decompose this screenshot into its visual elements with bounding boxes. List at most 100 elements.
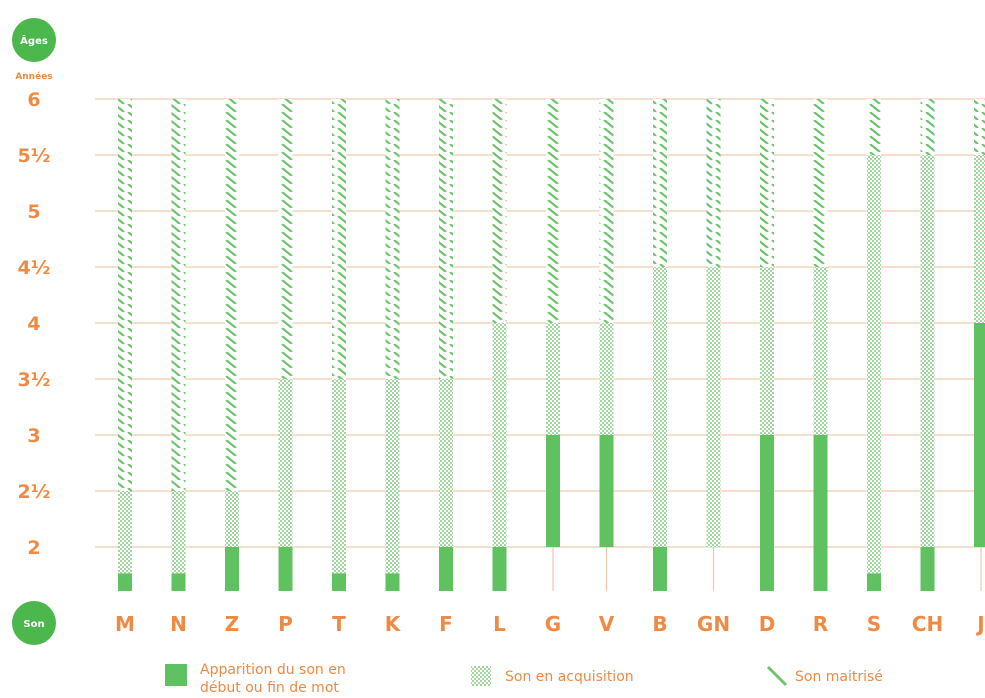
bar-acquisition-j bbox=[974, 155, 985, 323]
bar-acquisition-v bbox=[599, 323, 614, 435]
y-tick-label: 5 bbox=[27, 201, 40, 223]
legend-item-acquisition: Son en acquisition bbox=[471, 666, 634, 686]
y-tick-label: 5½ bbox=[18, 145, 51, 167]
bar-group-ch bbox=[920, 99, 935, 591]
legend-label-acquisition: Son en acquisition bbox=[505, 669, 634, 685]
x-tick-label-gn: GN bbox=[697, 612, 730, 636]
grid-lines bbox=[95, 98, 985, 548]
bar-maitrise-k bbox=[385, 99, 400, 379]
x-tick-label-s: S bbox=[867, 612, 881, 636]
bar-maitrise-j bbox=[974, 99, 985, 155]
bar-maitrise-r bbox=[813, 99, 828, 267]
bar-acquisition-k bbox=[385, 379, 400, 574]
x-tick-label-d: D bbox=[759, 612, 776, 636]
bar-acquisition-d bbox=[760, 267, 774, 435]
legend-label-maitrise: Son maitrisé bbox=[795, 669, 883, 685]
legend: Apparition du son en début ou fin de mot… bbox=[165, 662, 883, 696]
legend-swatch-apparition bbox=[165, 664, 187, 686]
bar-maitrise-d bbox=[760, 99, 774, 267]
bar-maitrise-m bbox=[118, 99, 132, 491]
bar-apparition-d bbox=[760, 435, 774, 591]
bar-apparition-b bbox=[653, 547, 667, 591]
legend-item-apparition: Apparition du son en début ou fin de mot bbox=[165, 662, 346, 696]
x-tick-label-j: J bbox=[975, 612, 984, 636]
bar-acquisition-b bbox=[653, 267, 667, 547]
x-tick-label-k: K bbox=[385, 612, 402, 636]
x-tick-label-f: F bbox=[439, 612, 453, 636]
bar-maitrise-gn bbox=[706, 99, 721, 267]
bar-acquisition-p bbox=[278, 379, 293, 547]
x-tick-label-n: N bbox=[170, 612, 187, 636]
bar-acquisition-ch bbox=[920, 155, 935, 547]
bar-group-p bbox=[278, 99, 293, 591]
bar-acquisition-m bbox=[118, 491, 132, 574]
bar-group-gn bbox=[706, 99, 721, 591]
y-tick-label: 6 bbox=[27, 89, 40, 111]
bar-group-j bbox=[974, 99, 985, 591]
y-tick-label: 3 bbox=[27, 425, 40, 447]
bar-maitrise-z bbox=[225, 99, 239, 491]
bar-maitrise-t bbox=[332, 99, 346, 379]
bar-acquisition-n bbox=[171, 491, 186, 574]
bar-apparition-f bbox=[439, 547, 453, 591]
ages-badge-label: Âges bbox=[20, 34, 48, 47]
bar-group-v bbox=[599, 99, 614, 591]
bar-group-r bbox=[813, 99, 828, 591]
bar-apparition-j bbox=[974, 323, 985, 547]
bar-apparition-r bbox=[813, 435, 828, 591]
bar-apparition-p bbox=[278, 547, 293, 591]
bar-apparition-m bbox=[118, 573, 132, 591]
bar-acquisition-t bbox=[332, 379, 346, 574]
bars bbox=[118, 99, 985, 591]
y-tick-label: 3½ bbox=[18, 369, 51, 391]
bar-group-l bbox=[492, 99, 507, 591]
legend-label-apparition-line1: Apparition du son en bbox=[200, 662, 346, 678]
bar-acquisition-g bbox=[546, 323, 560, 435]
x-tick-label-r: R bbox=[813, 612, 828, 636]
y-tick-label: 4 bbox=[27, 313, 40, 335]
x-tick-label-v: V bbox=[599, 612, 615, 636]
bar-maitrise-v bbox=[599, 99, 614, 323]
bar-acquisition-f bbox=[439, 379, 453, 547]
son-badge: Son bbox=[12, 601, 56, 645]
bar-group-s bbox=[867, 99, 881, 591]
bar-apparition-n bbox=[171, 573, 186, 591]
bar-group-d bbox=[760, 99, 774, 591]
bar-group-g bbox=[546, 99, 560, 591]
y-tick-label: 2½ bbox=[18, 481, 51, 503]
bar-apparition-ch bbox=[920, 547, 935, 591]
bar-apparition-v bbox=[599, 435, 614, 547]
bar-apparition-k bbox=[385, 573, 400, 591]
bar-group-m bbox=[118, 99, 132, 591]
bar-maitrise-n bbox=[171, 99, 186, 491]
y-tick-label: 4½ bbox=[18, 257, 51, 279]
bar-acquisition-gn bbox=[706, 267, 721, 547]
bar-group-t bbox=[332, 99, 346, 591]
bar-group-b bbox=[653, 99, 667, 591]
legend-swatch-maitrise bbox=[766, 665, 788, 687]
bar-acquisition-z bbox=[225, 491, 239, 547]
x-tick-label-b: B bbox=[652, 612, 667, 636]
legend-label-apparition-line2: début ou fin de mot bbox=[200, 680, 339, 696]
bar-maitrise-b bbox=[653, 99, 667, 267]
bar-apparition-z bbox=[225, 547, 239, 591]
x-tick-label-t: T bbox=[332, 612, 346, 636]
bar-maitrise-g bbox=[546, 99, 560, 323]
bar-maitrise-l bbox=[492, 99, 507, 323]
x-tick-label-m: M bbox=[115, 612, 135, 636]
bar-maitrise-s bbox=[867, 99, 881, 155]
x-tick-label-z: Z bbox=[225, 612, 240, 636]
bar-group-z bbox=[225, 99, 239, 591]
x-tick-labels: M N Z P T K F L G V B GN D R S CH J bbox=[115, 612, 985, 636]
y-tick-labels: 6 5½ 5 4½ 4 3½ 3 2½ 2 bbox=[18, 89, 51, 559]
bar-acquisition-l bbox=[492, 323, 507, 547]
legend-swatch-acquisition bbox=[471, 666, 491, 686]
bar-maitrise-p bbox=[278, 99, 293, 379]
bar-group-f bbox=[439, 99, 453, 591]
y-unit-label: Années bbox=[15, 71, 52, 82]
bar-acquisition-s bbox=[867, 155, 881, 574]
y-tick-label: 2 bbox=[27, 537, 40, 559]
x-tick-label-l: L bbox=[493, 612, 506, 636]
legend-item-maitrise: Son maitrisé bbox=[766, 665, 883, 687]
